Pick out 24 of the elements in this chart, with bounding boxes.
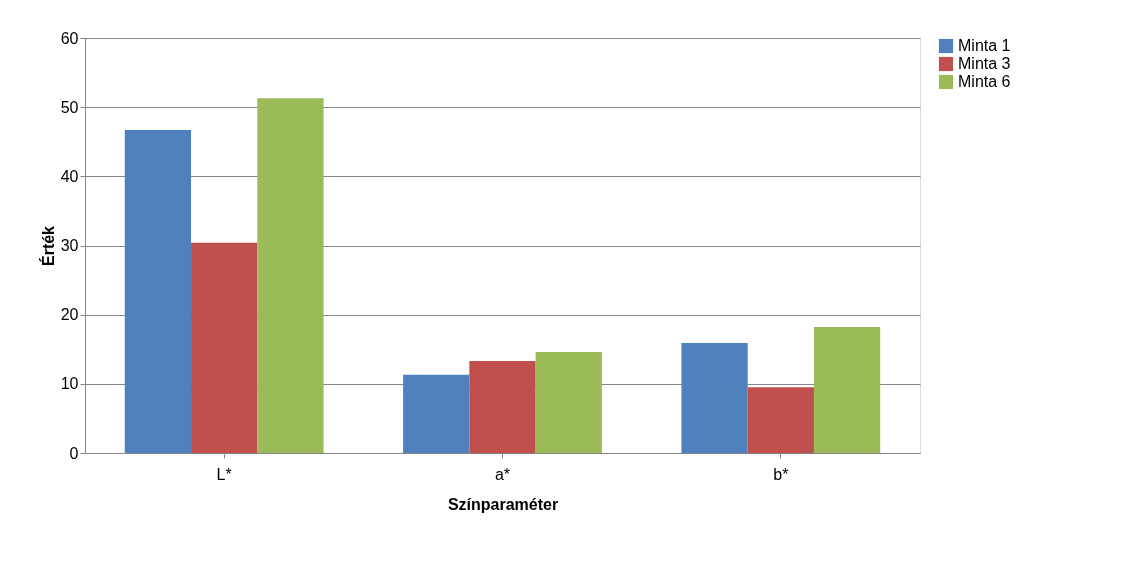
y-tick-label: 20 [60,306,79,324]
x-tick-label: b* [773,465,789,483]
x-tick-label: a* [494,465,511,483]
y-tick-label: 50 [60,98,79,116]
y-tick-label: 0 [69,444,79,462]
y-axis-title: Érték [38,225,57,267]
bar [469,361,536,453]
y-tick-label: 30 [60,237,79,254]
x-tick-label: L* [216,465,232,483]
bar [257,98,324,453]
bar [813,327,881,453]
bar [681,343,748,453]
bar [747,387,814,453]
bar [535,352,602,453]
x-axis-title: Színparaméter [447,495,559,513]
legend-label: Minta 6 [958,73,1011,90]
bar [403,374,470,453]
legend-label: Minta 1 [958,37,1011,54]
y-tick-label: 40 [60,167,79,185]
bar [124,129,192,453]
y-tick-label: 10 [60,375,79,393]
legend-label: Minta 3 [958,55,1011,72]
bar [191,242,258,453]
y-tick-label: 60 [60,29,79,47]
